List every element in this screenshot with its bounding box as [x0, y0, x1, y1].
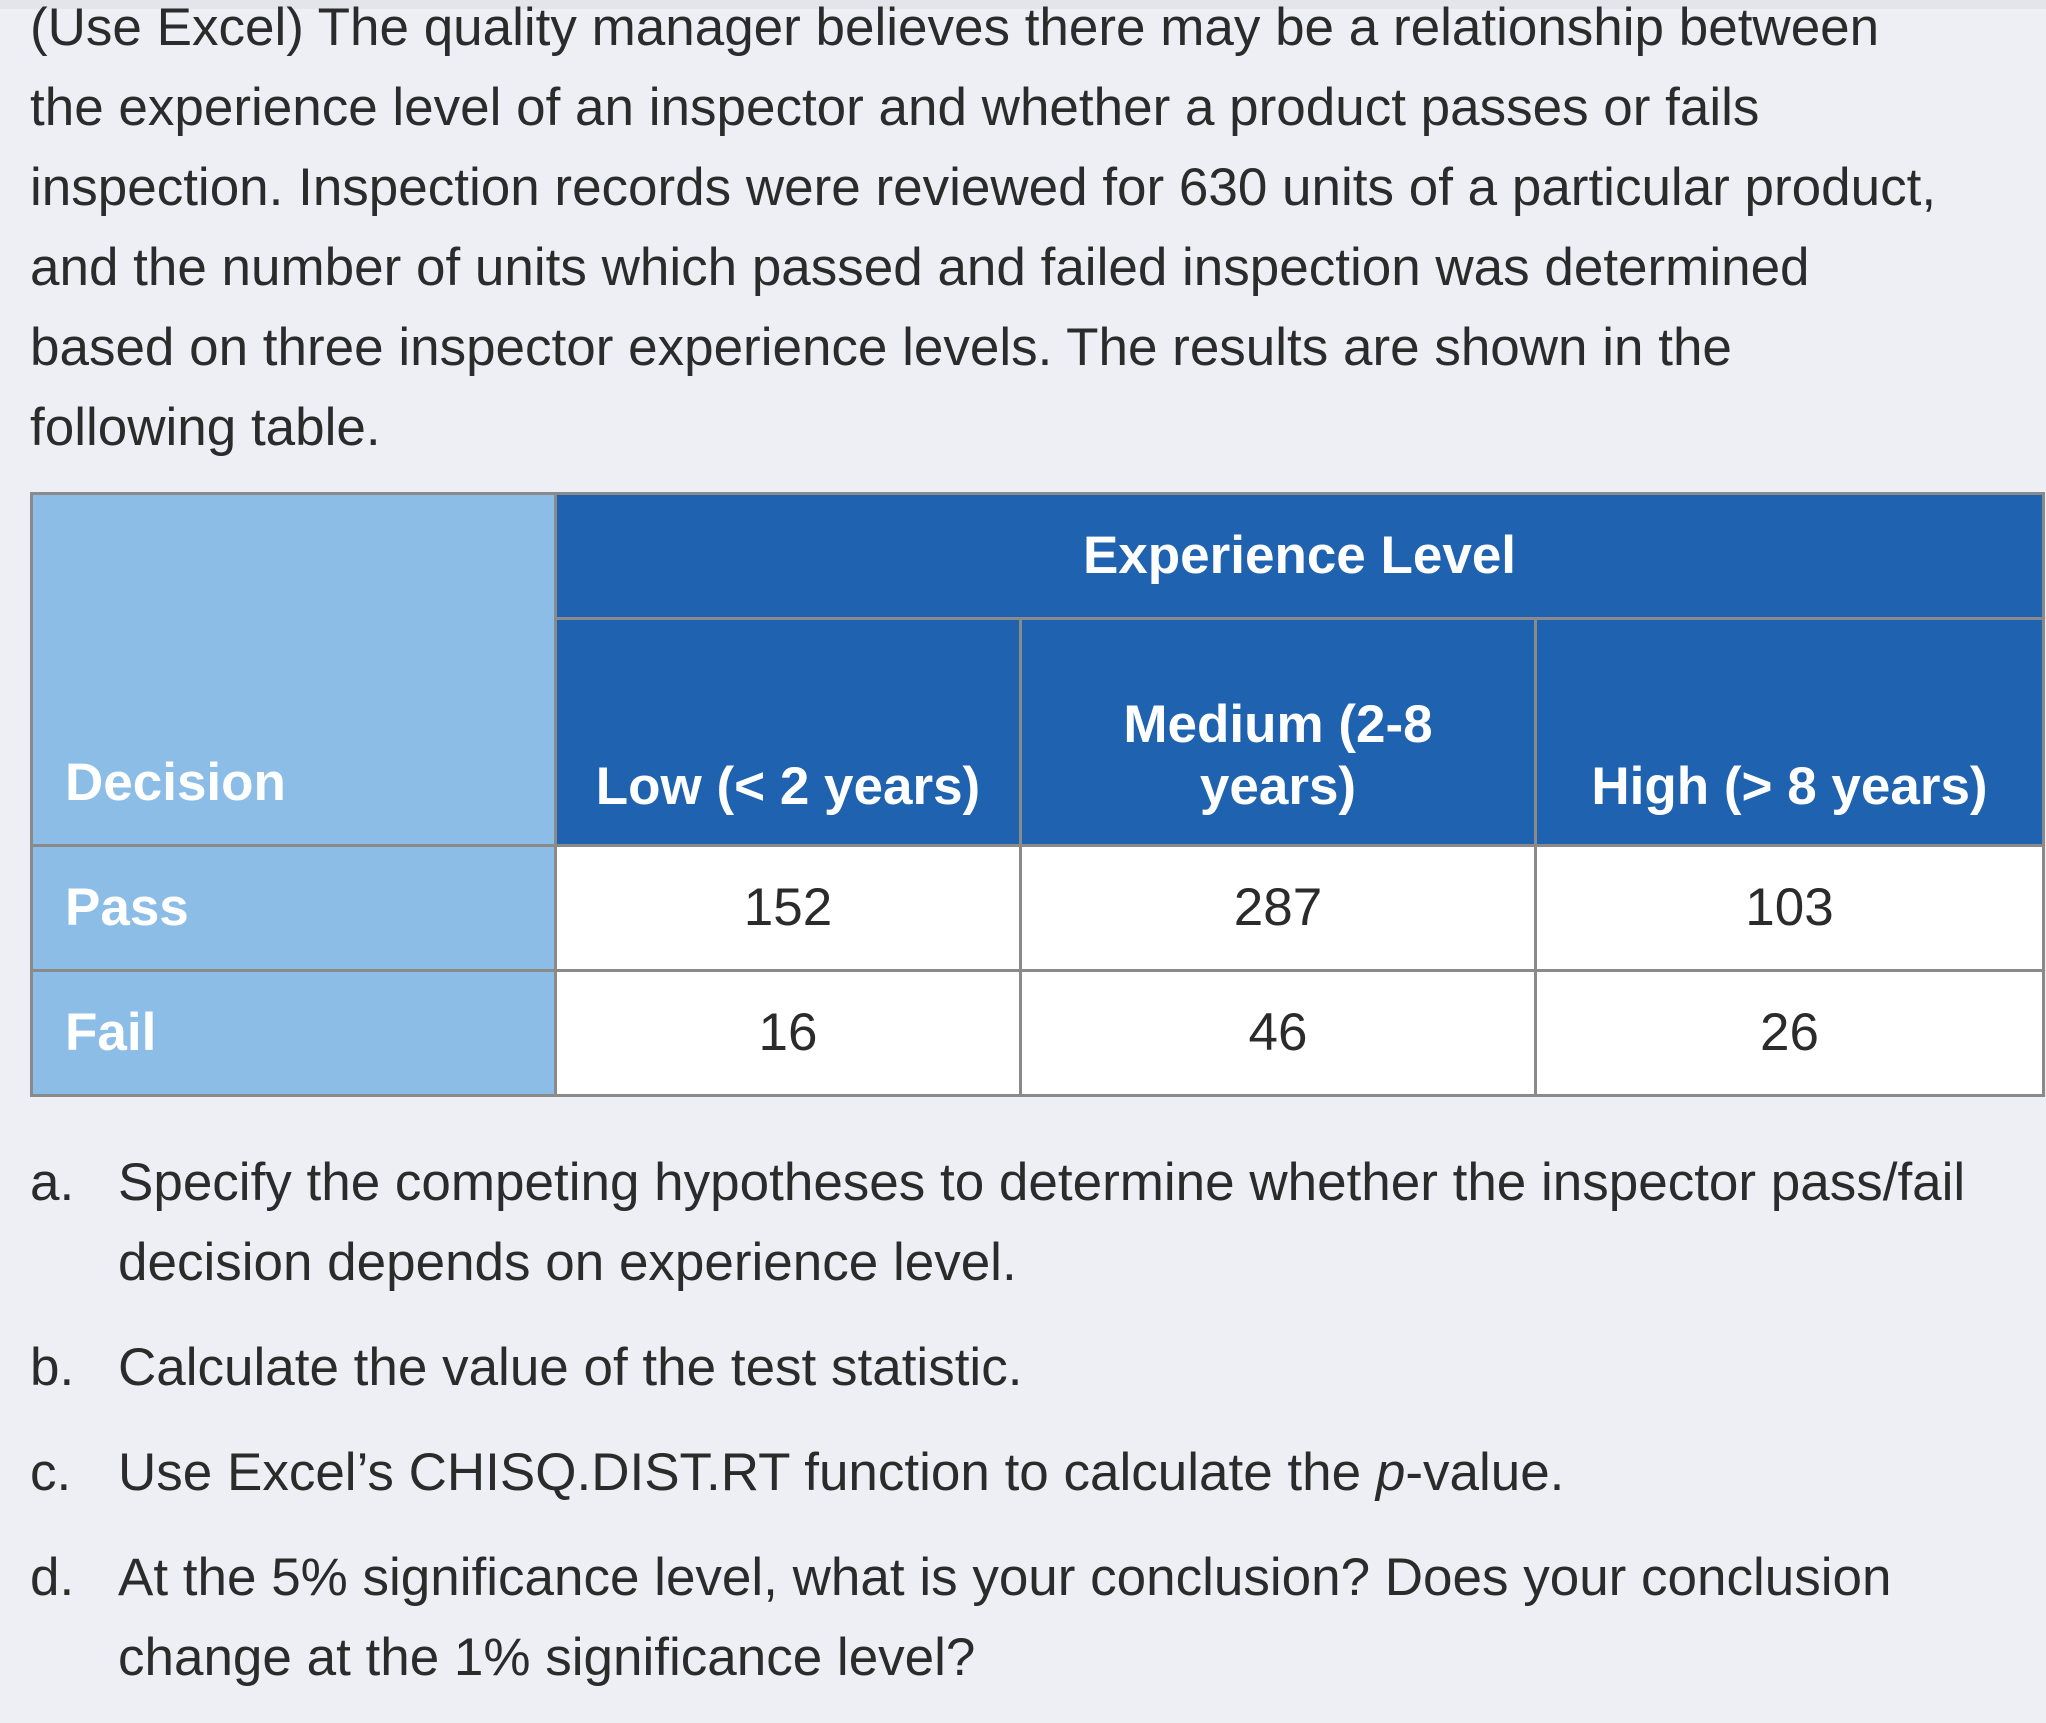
column-header-text: Medium (2-8 — [1123, 695, 1433, 754]
question-marker: c. — [30, 1443, 72, 1502]
table-row-pass: Pass 152 287 103 — [30, 844, 2046, 972]
cell-fail-medium: 46 — [1019, 969, 1537, 1097]
column-header-medium: Medium (2-8 years) — [1019, 617, 1537, 847]
contingency-table: Decision Experience Level Low (< 2 years… — [30, 492, 2046, 1097]
question-text: At the 5% significance level, what is yo… — [118, 1548, 1892, 1687]
top-strip — [0, 0, 2046, 9]
cell-pass-high: 103 — [1533, 844, 2046, 972]
question-c: c. Use Excel’s CHISQ.DIST.RT function to… — [30, 1433, 2020, 1513]
column-header-text: High (> 8 years) — [1591, 757, 1988, 816]
intro-line: inspection. Inspection records were revi… — [30, 158, 1937, 217]
intro-line: and the number of units which passed and… — [30, 238, 1810, 297]
row-label-pass: Pass — [30, 844, 557, 972]
intro-line: based on three inspector experience leve… — [30, 318, 1732, 377]
row-label-fail: Fail — [30, 969, 557, 1097]
cell-pass-low: 152 — [554, 844, 1022, 972]
question-d: d. At the 5% significance level, what is… — [30, 1538, 2020, 1698]
decision-header: Decision — [30, 492, 557, 847]
question-text: Calculate the value of the test statisti… — [118, 1338, 1023, 1397]
cell-fail-high: 26 — [1533, 969, 2046, 1097]
question-text: Use Excel’s CHISQ.DIST.RT function to ca… — [118, 1433, 2020, 1513]
table-row-fail: Fail 16 46 26 — [30, 969, 2046, 1097]
question-marker: b. — [30, 1338, 75, 1397]
question-b: b. Calculate the value of the test stati… — [30, 1328, 2020, 1408]
table-subheader-row: Low (< 2 years) Medium (2-8 years) High … — [32, 617, 2046, 847]
intro-line: following table. — [30, 398, 381, 457]
experience-level-header: Experience Level — [553, 492, 2046, 620]
cell-fail-low: 16 — [554, 969, 1022, 1097]
question-marker: d. — [30, 1548, 75, 1607]
intro-line: the experience level of an inspector and… — [30, 78, 1760, 137]
question-text-part: -value. — [1405, 1443, 1565, 1502]
column-header-text: Low (< 2 years) — [595, 757, 981, 816]
question-text-part: Use Excel’s CHISQ.DIST.RT function to ca… — [118, 1443, 1376, 1502]
cell-pass-medium: 287 — [1019, 844, 1537, 972]
column-header-text: years) — [1199, 757, 1357, 816]
problem-intro: (Use Excel) The quality manager believes… — [30, 0, 2020, 468]
column-header-high: High (> 8 years) — [1533, 617, 2046, 847]
question-marker: a. — [30, 1153, 75, 1212]
table-header-row: Decision Experience Level — [30, 492, 2046, 847]
question-a: a. Specify the competing hypotheses to d… — [30, 1143, 2020, 1303]
question-text: Specify the competing hypotheses to dete… — [118, 1153, 1966, 1292]
p-variable: p — [1375, 1443, 1406, 1502]
column-header-low: Low (< 2 years) — [554, 617, 1022, 847]
question-list: a. Specify the competing hypotheses to d… — [30, 1143, 2020, 1723]
intro-line: (Use Excel) The quality manager believes… — [30, 0, 1880, 57]
